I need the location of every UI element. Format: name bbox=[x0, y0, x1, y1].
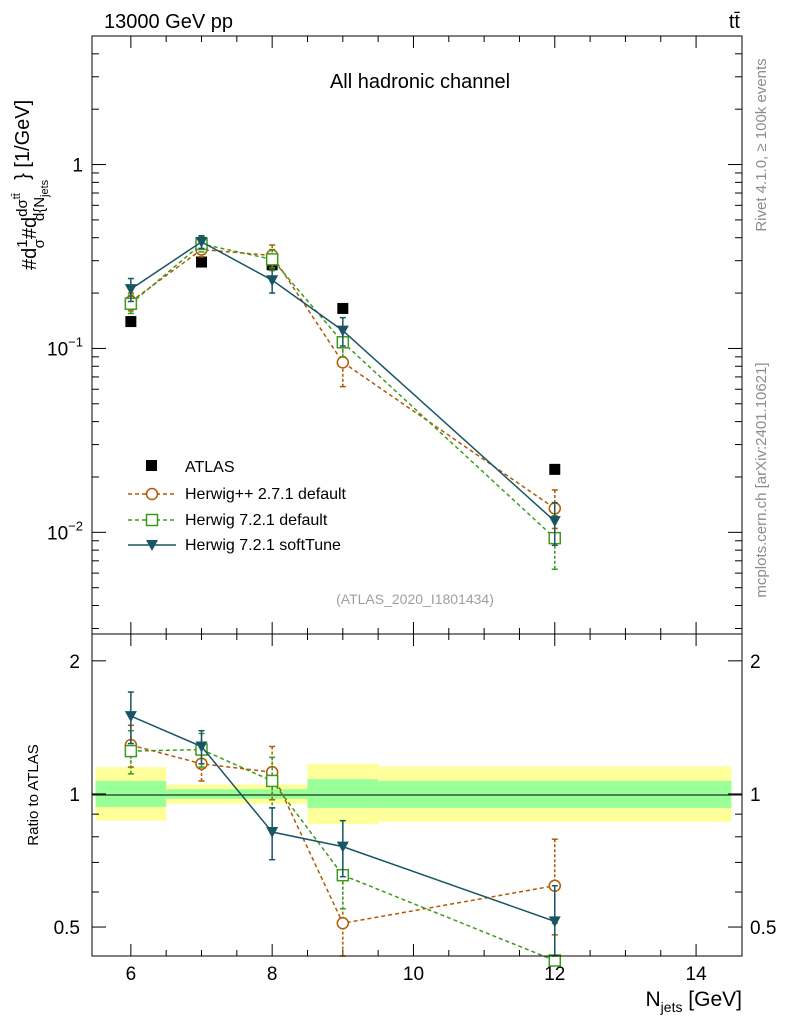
point-herwig721 bbox=[265, 253, 279, 266]
point-softtune bbox=[195, 236, 208, 248]
x-tick-label: 10 bbox=[403, 964, 424, 985]
point-softtune bbox=[124, 284, 137, 296]
x-tick-label: 14 bbox=[686, 964, 708, 985]
ratio-series-group bbox=[124, 691, 562, 967]
legend-label-atlas: ATLAS bbox=[185, 459, 235, 476]
legend-label-herwigpp: Herwig++ 2.7.1 default bbox=[185, 486, 347, 503]
legend-label-herwig721: Herwig 7.2.1 default bbox=[185, 512, 328, 529]
legend-item-softtune: Herwig 7.2.1 softTune bbox=[128, 537, 341, 554]
legend: ATLAS Herwig++ 2.7.1 default Herwig 7.2.… bbox=[128, 459, 347, 554]
point-softtune bbox=[548, 916, 561, 928]
point-softtune bbox=[124, 711, 137, 723]
ratio-axis-ticks bbox=[92, 634, 742, 956]
main-panel: All hadronic channel (ATLAS_2020_I180143… bbox=[47, 35, 743, 635]
x-tick-label: 6 bbox=[126, 964, 137, 985]
svg-text:#d1σ#ddσtt̄d{Njets} [1/GeV]: #d1σ#ddσtt̄d{Njets} [1/GeV] bbox=[11, 100, 51, 270]
ratio-y-tick-label-right: 1 bbox=[750, 785, 761, 806]
series-line-herwigpp bbox=[130, 248, 556, 509]
ratio-y-tick-label-left: 2 bbox=[69, 652, 80, 673]
analysis-id: (ATLAS_2020_I1801434) bbox=[336, 591, 494, 607]
x-tick-label: 8 bbox=[267, 964, 278, 985]
point-atlas bbox=[196, 256, 208, 268]
mcplots-label: mcplots.cern.ch [arXiv:2401.10621] bbox=[753, 362, 770, 597]
main-series-group bbox=[124, 234, 562, 570]
point-softtune bbox=[336, 841, 349, 853]
band-inner bbox=[166, 789, 237, 799]
band-inner bbox=[307, 779, 379, 808]
point-softtune bbox=[195, 741, 208, 753]
band-inner bbox=[95, 780, 167, 807]
point-softtune bbox=[548, 516, 561, 528]
ratio-tick-labels: 0.5 0.51 12 26 8 10 12 14 bbox=[54, 652, 777, 985]
point-atlas bbox=[549, 463, 561, 475]
main-title: All hadronic channel bbox=[330, 71, 510, 93]
point-herwigpp bbox=[336, 356, 350, 369]
main-y-axis-label: #d1σ#ddσtt̄d{Njets} [1/GeV] bbox=[11, 100, 51, 270]
rivet-label: Rivet 4.1.0, ≥ 100k events bbox=[753, 58, 770, 231]
ratio-y-axis-label: Ratio to ATLAS bbox=[25, 744, 42, 845]
ratio-y-tick-label-right: 2 bbox=[750, 652, 761, 673]
point-atlas bbox=[125, 316, 137, 328]
point-herwig721 bbox=[265, 774, 279, 788]
y-tick-label: 10−2 bbox=[47, 518, 83, 544]
point-softtune bbox=[266, 275, 279, 287]
band-inner bbox=[378, 780, 732, 808]
x-tick-label: 12 bbox=[544, 964, 565, 985]
ratio-frame bbox=[91, 633, 743, 957]
point-softtune bbox=[266, 827, 279, 839]
legend-item-herwig721: Herwig 7.2.1 default bbox=[128, 512, 328, 529]
legend-item-atlas: ATLAS bbox=[146, 459, 235, 476]
ratio-y-tick-label-left: 0.5 bbox=[54, 918, 80, 939]
legend-item-herwigpp: Herwig++ 2.7.1 default bbox=[128, 486, 347, 503]
x-axis-label: Njets [GeV] bbox=[646, 988, 743, 1015]
y-tick-label: 1 bbox=[72, 156, 83, 177]
ratio-uncertainty-bands bbox=[95, 763, 732, 825]
energy-label: 13000 GeV pp bbox=[104, 11, 233, 33]
ratio-y-tick-label-left: 1 bbox=[69, 785, 80, 806]
point-atlas bbox=[337, 302, 349, 314]
legend-label-softtune: Herwig 7.2.1 softTune bbox=[185, 537, 341, 554]
point-herwig721 bbox=[124, 744, 138, 758]
main-y-tick-labels: 10−2 10−1 1 bbox=[47, 156, 83, 545]
point-herwigpp bbox=[336, 916, 350, 930]
ratio-y-tick-label-right: 0.5 bbox=[750, 918, 776, 939]
ratio-panel: 0.5 0.51 12 26 8 10 12 14 bbox=[54, 633, 777, 985]
y-tick-label: 10−1 bbox=[47, 334, 83, 360]
main-axis-ticks bbox=[92, 35, 742, 634]
process-label: tt̄ bbox=[729, 11, 741, 33]
point-softtune bbox=[336, 325, 349, 337]
